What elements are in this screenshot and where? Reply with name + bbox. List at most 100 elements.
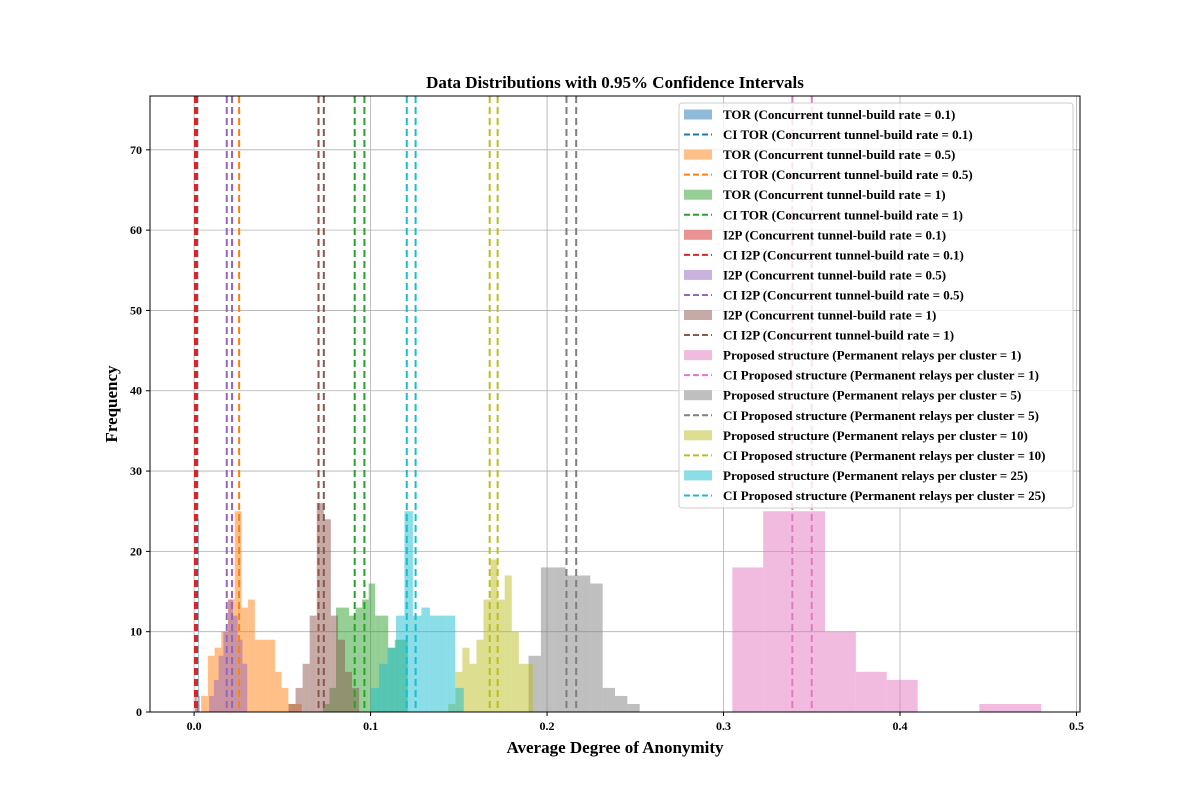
histogram-bar (979, 703, 1042, 712)
legend-swatch-patch (684, 310, 712, 320)
histogram-bar (404, 511, 413, 712)
legend-swatch-patch (684, 229, 712, 240)
legend-entry-label: Proposed structure (Permanent relays per… (723, 468, 1028, 483)
histogram-bar (309, 615, 317, 712)
histogram-bar (476, 639, 484, 712)
legend-entry-label: I2P (Concurrent tunnel-build rate = 0.1) (723, 227, 946, 242)
histogram-bar (198, 695, 200, 712)
histogram-bar (469, 663, 477, 712)
histogram-bar (438, 615, 447, 712)
legend-entry-label: CI Proposed structure (Permanent relays … (723, 448, 1046, 463)
legend-entry-label: CI Proposed structure (Permanent relays … (723, 368, 1039, 383)
histogram-bars (195, 503, 1042, 712)
histogram-bar (349, 615, 356, 712)
histogram-bar (302, 663, 310, 712)
legend-swatch-patch (684, 470, 712, 481)
histogram-bar (281, 687, 289, 712)
histogram-bar (763, 511, 795, 712)
x-tick-label: 0.0 (187, 719, 202, 733)
histogram-bar (490, 559, 498, 712)
histogram-bar (886, 679, 918, 712)
histogram-bar (345, 671, 353, 712)
histogram-bar (429, 615, 439, 712)
histogram-bar (330, 615, 338, 712)
histogram-bar (379, 663, 388, 712)
histogram-bar (462, 647, 470, 712)
legend-entry-label: CI TOR (Concurrent tunnel-build rate = 0… (723, 167, 973, 182)
histogram-bar (577, 575, 591, 712)
legend-swatch-patch (684, 269, 712, 280)
histogram-bar (209, 695, 214, 712)
axis-ticks: 0.0 0.1 0.2 0.3 0.4 0.5 0 10 20 30 40 50 60 70 (130, 143, 1084, 733)
x-tick-label: 0.4 (893, 719, 908, 733)
legend-entry-label: Proposed structure (Permanent relays per… (723, 388, 1021, 403)
legend-entry-label: I2P (Concurrent tunnel-build rate = 0.5) (723, 267, 946, 282)
histogram-bar (540, 567, 554, 712)
legend-entry-label: CI TOR (Concurrent tunnel-build rate = 1… (723, 207, 963, 222)
histogram-bar (342, 607, 350, 712)
histogram-bar (254, 639, 262, 712)
legend-box (678, 102, 1074, 509)
histogram-bar (794, 511, 825, 712)
y-tick-label: 70 (130, 143, 142, 157)
histogram-bar (241, 607, 249, 712)
legend: TOR (Concurrent tunnel-build rate = 0.1)… (678, 102, 1074, 509)
legend-entry-label: TOR (Concurrent tunnel-build rate = 0.5) (723, 147, 955, 162)
x-tick-label: 0.5 (1069, 719, 1084, 733)
histogram-bar (511, 631, 519, 712)
histogram-bar (352, 687, 360, 712)
legend-entry-label: TOR (Concurrent tunnel-build rate = 1) (723, 187, 946, 202)
histogram-bar (218, 655, 224, 712)
legend-entry-label: CI Proposed structure (Permanent relays … (723, 408, 1039, 423)
legend-entry-label: CI Proposed structure (Permanent relays … (723, 488, 1046, 503)
histogram-bar (497, 599, 505, 712)
y-tick-label: 40 (130, 384, 142, 398)
legend-entry-label: Proposed structure (Permanent relays per… (723, 428, 1028, 443)
histogram-bar (504, 575, 512, 712)
histogram-bar (234, 511, 242, 712)
histogram-bar (565, 575, 578, 712)
histogram-bar (337, 639, 345, 712)
histogram-bar (274, 671, 282, 712)
histogram-bar (232, 615, 238, 712)
x-tick-label: 0.2 (540, 719, 555, 733)
histogram-bar (375, 615, 382, 712)
histogram-bar (261, 639, 269, 712)
legend-swatch-patch (684, 149, 712, 160)
histogram-bar (455, 687, 464, 712)
legend-swatch-patch (684, 350, 712, 361)
histogram-bar (602, 687, 615, 712)
y-tick-label: 10 (130, 625, 142, 639)
legend-entry-label: Proposed structure (Permanent relays per… (723, 348, 1021, 363)
legend-entry-label: CI I2P (Concurrent tunnel-build rate = 0… (723, 247, 964, 262)
histogram-bar (855, 671, 887, 712)
histogram-bar (483, 599, 491, 712)
histogram-bar (207, 655, 215, 712)
y-axis-label: Frequency (102, 365, 121, 443)
histogram-bar (362, 599, 369, 712)
histogram-bar (421, 607, 430, 712)
histogram-bar (242, 663, 248, 712)
legend-entry-label: CI I2P (Concurrent tunnel-build rate = 1… (723, 328, 954, 343)
legend-swatch-patch (684, 430, 712, 441)
histogram-bar (355, 607, 363, 712)
histogram-bar (732, 567, 764, 712)
y-tick-label: 20 (130, 544, 142, 558)
y-tick-label: 60 (130, 223, 142, 237)
histogram-bar (412, 615, 422, 712)
x-tick-label: 0.1 (363, 719, 378, 733)
legend-swatch-patch (684, 390, 712, 401)
y-tick-label: 0 (136, 705, 142, 719)
legend-swatch-patch (684, 189, 712, 200)
histogram-bar (615, 695, 628, 712)
histogram-bar (268, 639, 275, 712)
histogram-bar (396, 615, 405, 712)
legend-swatch-patch (684, 109, 712, 120)
histogram-bar (316, 503, 324, 712)
y-tick-label: 30 (130, 464, 142, 478)
histogram-bar (370, 687, 380, 712)
histogram-bar (248, 599, 255, 712)
histogram-bar (288, 703, 296, 712)
histogram-bar (553, 567, 566, 712)
